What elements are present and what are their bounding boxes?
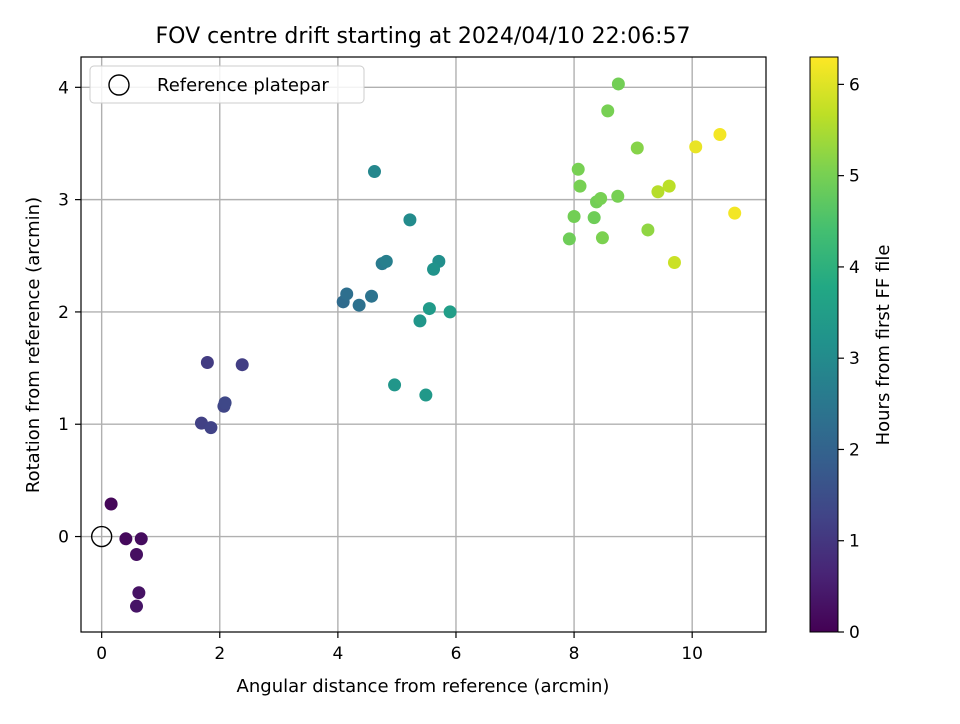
y-tick-label: 0 bbox=[58, 528, 69, 548]
legend-entry: Reference platepar bbox=[157, 75, 329, 96]
data-point bbox=[595, 231, 609, 245]
data-point bbox=[379, 254, 393, 268]
y-axis-label: Rotation from reference (arcmin) bbox=[23, 197, 44, 493]
x-tick-label: 4 bbox=[332, 644, 343, 664]
data-point bbox=[218, 396, 232, 410]
data-point bbox=[204, 421, 218, 435]
axis-ticks: 0 2 4 6 8 10 0 1 2 3 4 bbox=[58, 78, 703, 664]
data-point bbox=[352, 298, 366, 312]
colorbar-tick-label: 0 bbox=[849, 623, 860, 643]
data-point bbox=[130, 548, 144, 562]
data-point bbox=[611, 77, 625, 91]
colorbar: 0 1 2 3 4 5 6 Hours from first FF file bbox=[809, 56, 894, 643]
colorbar-tick-label: 2 bbox=[849, 440, 860, 460]
data-point bbox=[587, 211, 601, 225]
plot-frame bbox=[80, 56, 767, 633]
reference-platepar-marker bbox=[90, 525, 113, 548]
colorbar-tick-label: 6 bbox=[849, 75, 860, 95]
data-point bbox=[235, 358, 249, 372]
y-tick-label: 4 bbox=[58, 78, 69, 98]
data-point bbox=[443, 305, 457, 319]
data-point bbox=[728, 206, 742, 220]
colorbar-tick-label: 4 bbox=[849, 258, 860, 278]
colorbar-ticks: 0 1 2 3 4 5 6 bbox=[838, 75, 860, 643]
legend-marker bbox=[108, 74, 130, 96]
data-point bbox=[567, 209, 581, 223]
x-tick-label: 2 bbox=[214, 644, 225, 664]
y-tick-label: 3 bbox=[58, 191, 69, 211]
data-point bbox=[611, 189, 625, 203]
data-point bbox=[134, 532, 148, 546]
data-point bbox=[667, 256, 681, 270]
data-point bbox=[132, 586, 146, 600]
data-point bbox=[651, 185, 665, 199]
x-tick-label: 0 bbox=[96, 644, 107, 664]
data-point bbox=[571, 162, 585, 176]
data-point bbox=[365, 289, 379, 303]
data-point bbox=[594, 192, 608, 206]
x-tick-label: 6 bbox=[451, 644, 462, 664]
data-point bbox=[562, 232, 576, 246]
colorbar-tick-label: 3 bbox=[849, 349, 860, 369]
data-point bbox=[119, 532, 133, 546]
legend-box bbox=[89, 65, 365, 104]
data-point bbox=[130, 599, 144, 613]
grid bbox=[81, 57, 766, 632]
data-point bbox=[630, 141, 644, 155]
data-point bbox=[403, 213, 417, 227]
data-points bbox=[90, 77, 742, 613]
data-point bbox=[413, 314, 427, 328]
colorbar-tick-label: 1 bbox=[849, 532, 860, 552]
colorbar-gradient bbox=[809, 56, 839, 633]
data-point bbox=[388, 378, 402, 392]
colorbar-label: Hours from first FF file bbox=[873, 245, 894, 446]
data-point bbox=[713, 127, 727, 141]
y-tick-label: 1 bbox=[58, 415, 69, 435]
data-point bbox=[662, 179, 676, 193]
chart-title: FOV centre drift starting at 2024/04/10 … bbox=[156, 24, 691, 49]
data-point bbox=[104, 497, 118, 511]
x-tick-label: 10 bbox=[681, 644, 703, 664]
data-point bbox=[419, 388, 433, 402]
data-point bbox=[367, 165, 381, 179]
data-point bbox=[601, 104, 615, 118]
data-point bbox=[200, 355, 214, 369]
data-point bbox=[641, 223, 655, 237]
data-point bbox=[573, 179, 587, 193]
colorbar-tick-label: 5 bbox=[849, 167, 860, 187]
x-tick-label: 8 bbox=[569, 644, 580, 664]
data-point bbox=[689, 140, 703, 154]
y-tick-label: 2 bbox=[58, 303, 69, 323]
x-axis-label: Angular distance from reference (arcmin) bbox=[237, 676, 610, 697]
data-point bbox=[427, 262, 441, 276]
data-point bbox=[340, 287, 354, 301]
legend: Reference platepar bbox=[89, 65, 365, 104]
data-point bbox=[422, 302, 436, 316]
